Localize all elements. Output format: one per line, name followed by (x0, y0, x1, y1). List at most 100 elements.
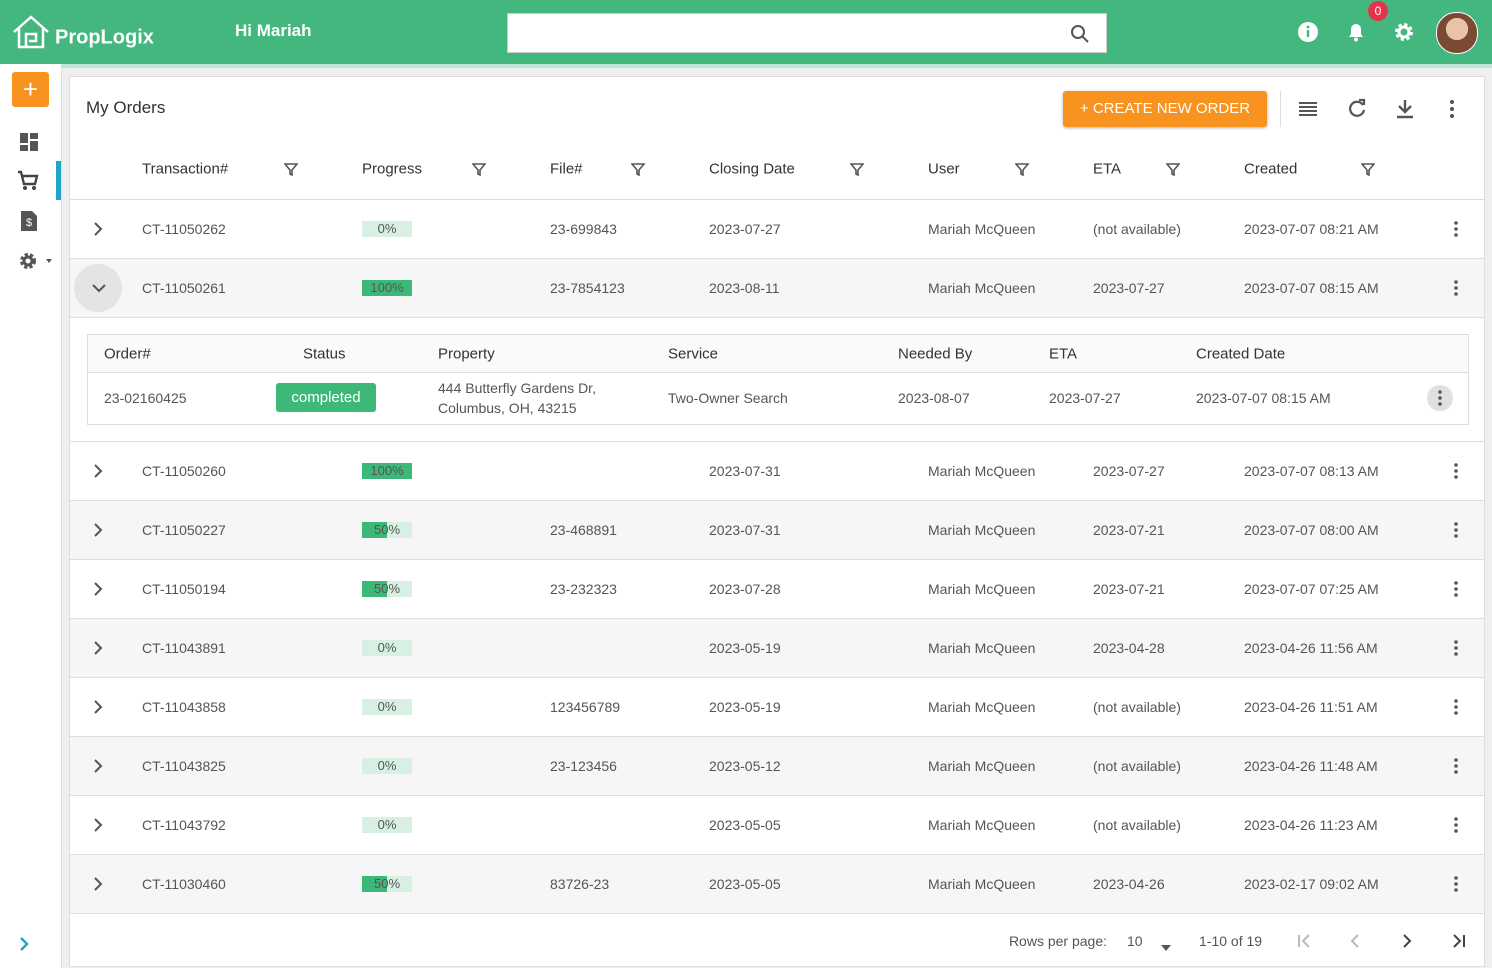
cell-user: Mariah McQueen (928, 581, 1036, 597)
cell-closing: 2023-05-12 (709, 758, 781, 774)
info-icon[interactable] (1297, 21, 1319, 43)
cell-transaction: CT-11043858 (142, 699, 226, 715)
expand-toggle-glyph[interactable] (92, 641, 106, 655)
progress-fill (362, 876, 387, 892)
dashboard-icon[interactable] (19, 132, 39, 152)
expand-toggle-glyph[interactable] (92, 523, 106, 537)
page-nav-glyph[interactable] (1348, 934, 1362, 948)
detail-menu-glyph[interactable] (1427, 385, 1453, 411)
row-menu-glyph[interactable] (1453, 220, 1459, 238)
row-menu[interactable] (1453, 816, 1459, 839)
search-icon[interactable] (1070, 24, 1090, 44)
row-menu-glyph[interactable] (1453, 639, 1459, 657)
cell-closing: 2023-05-19 (709, 699, 781, 715)
refresh-icon[interactable] (1346, 98, 1368, 120)
detail-header-row (88, 335, 1468, 373)
row-menu-glyph[interactable] (1453, 580, 1459, 598)
expand-toggle[interactable] (92, 222, 106, 241)
filter-icon-glyph[interactable] (630, 162, 646, 177)
cell-created: 2023-04-26 11:23 AM (1244, 817, 1378, 833)
cell-user: Mariah McQueen (928, 221, 1036, 237)
detail-column-header: Created Date (1196, 345, 1286, 363)
filter-icon[interactable] (471, 162, 487, 181)
row-menu-glyph[interactable] (1453, 521, 1459, 539)
filter-icon-glyph[interactable] (283, 162, 299, 177)
row-menu-glyph[interactable] (1453, 875, 1459, 893)
filter-icon-glyph[interactable] (1014, 162, 1030, 177)
row-menu-glyph[interactable] (1453, 757, 1459, 775)
expand-toggle[interactable] (92, 464, 106, 483)
page-nav[interactable] (1297, 934, 1311, 953)
row-menu-glyph[interactable] (1453, 816, 1459, 834)
row-menu[interactable] (1453, 875, 1459, 898)
row-menu[interactable] (1453, 580, 1459, 603)
expand-toggle[interactable] (92, 523, 106, 542)
progress-label: 0% (377, 758, 397, 773)
cell-file: 83726-23 (550, 876, 610, 892)
invoice-icon[interactable]: $ (20, 210, 38, 232)
bell-icon[interactable] (1346, 21, 1366, 43)
expand-toggle[interactable] (92, 281, 106, 300)
cart-icon[interactable] (17, 170, 39, 192)
row-menu-glyph[interactable] (1453, 462, 1459, 480)
expand-toggle-glyph[interactable] (92, 582, 106, 596)
filter-icon[interactable] (1360, 162, 1376, 181)
expand-toggle-glyph[interactable] (92, 281, 106, 295)
row-menu[interactable] (1453, 757, 1459, 780)
cell-created: 2023-02-17 09:02 AM (1244, 876, 1379, 892)
page-nav[interactable] (1452, 934, 1466, 953)
rows-dropdown[interactable] (1161, 938, 1171, 956)
row-menu[interactable] (1453, 220, 1459, 243)
search-box[interactable] (507, 13, 1107, 53)
filter-icon-glyph[interactable] (1165, 162, 1181, 177)
expand-sidebar[interactable] (17, 936, 31, 952)
filter-icon-glyph[interactable] (471, 162, 487, 177)
progress-label: 50% (373, 581, 401, 596)
page-nav-glyph[interactable] (1452, 934, 1466, 948)
expand-toggle[interactable] (92, 641, 106, 660)
page-nav[interactable] (1400, 934, 1414, 953)
row-menu-glyph[interactable] (1453, 279, 1459, 297)
filter-icon[interactable] (1165, 162, 1181, 181)
row-menu[interactable] (1453, 462, 1459, 485)
notification-badge: 0 (1368, 1, 1388, 21)
expand-toggle-glyph[interactable] (92, 759, 106, 773)
row-menu[interactable] (1453, 521, 1459, 544)
row-menu[interactable] (1453, 698, 1459, 721)
avatar[interactable] (1436, 12, 1478, 54)
create-order-button[interactable]: + CREATE NEW ORDER (1063, 91, 1267, 127)
settings-icon[interactable] (1393, 21, 1415, 43)
row-menu-glyph[interactable] (1453, 698, 1459, 716)
cell-eta: 2023-04-28 (1093, 640, 1165, 656)
download-icon[interactable] (1394, 98, 1416, 120)
filter-icon[interactable] (283, 162, 299, 181)
rows-dropdown-glyph[interactable] (1161, 945, 1171, 951)
page-nav-glyph[interactable] (1297, 934, 1311, 948)
filter-icon[interactable] (630, 162, 646, 181)
detail-menu[interactable] (1427, 385, 1453, 411)
expand-toggle[interactable] (92, 877, 106, 896)
expand-toggle[interactable] (92, 582, 106, 601)
cell-closing: 2023-07-28 (709, 581, 781, 597)
columns-icon[interactable] (1298, 99, 1318, 119)
expand-toggle-glyph[interactable] (92, 818, 106, 832)
expand-toggle[interactable] (92, 818, 106, 837)
page-nav[interactable] (1348, 934, 1362, 953)
rows-per-page-value[interactable]: 10 (1127, 933, 1143, 949)
settings-menu-icon[interactable] (17, 251, 57, 273)
filter-icon[interactable] (849, 162, 865, 181)
expand-toggle[interactable] (92, 759, 106, 778)
filter-icon[interactable] (1014, 162, 1030, 181)
expand-toggle-glyph[interactable] (92, 700, 106, 714)
row-menu[interactable] (1453, 639, 1459, 662)
page-nav-glyph[interactable] (1400, 934, 1414, 948)
expand-toggle-glyph[interactable] (92, 464, 106, 478)
more-icon[interactable] (1444, 98, 1460, 120)
filter-icon-glyph[interactable] (849, 162, 865, 177)
add-button[interactable]: + (12, 72, 49, 107)
expand-toggle-glyph[interactable] (92, 222, 106, 236)
row-menu[interactable] (1453, 279, 1459, 302)
expand-toggle-glyph[interactable] (92, 877, 106, 891)
filter-icon-glyph[interactable] (1360, 162, 1376, 177)
expand-toggle[interactable] (92, 700, 106, 719)
